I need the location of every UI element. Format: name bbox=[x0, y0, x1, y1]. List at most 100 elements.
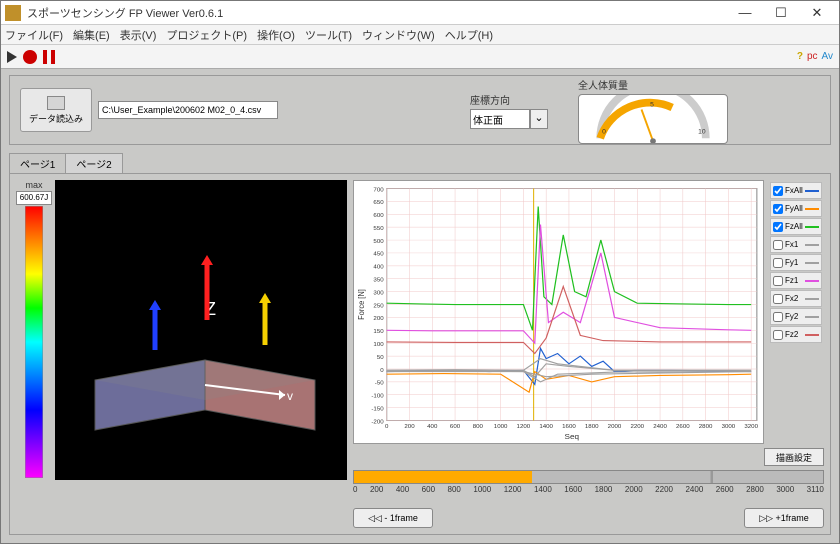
mass-gauge: 0510 bbox=[578, 94, 728, 144]
load-data-button[interactable]: データ読込み bbox=[20, 88, 92, 132]
svg-text:1200: 1200 bbox=[517, 424, 531, 430]
svg-text:2600: 2600 bbox=[676, 424, 690, 430]
svg-text:150: 150 bbox=[373, 329, 384, 335]
menu-file[interactable]: ファイル(F) bbox=[5, 27, 63, 43]
top-panel: データ読込み 座標方向 体正面 ⌄ 全人体質量 0510 bbox=[9, 75, 831, 145]
menu-operate[interactable]: 操作(O) bbox=[257, 27, 295, 43]
colorbar-max-label: max bbox=[25, 180, 42, 190]
svg-text:700: 700 bbox=[373, 187, 384, 193]
window-title: スポーツセンシング FP Viewer Ver0.6.1 bbox=[27, 5, 727, 21]
legend-item-fx1[interactable]: Fx1 bbox=[770, 236, 822, 253]
legend-checkbox[interactable] bbox=[773, 204, 783, 214]
svg-text:100: 100 bbox=[373, 342, 384, 348]
tab-page2[interactable]: ページ2 bbox=[65, 153, 122, 173]
direction-dropdown-button[interactable]: ⌄ bbox=[530, 109, 548, 129]
viewport-3d[interactable]: Zv bbox=[55, 180, 347, 480]
timeline-tick: 800 bbox=[448, 485, 461, 494]
timeline-tick: 600 bbox=[422, 485, 435, 494]
force-chart[interactable]: -200-150-100-500501001502002503003504004… bbox=[353, 180, 764, 444]
legend-checkbox[interactable] bbox=[773, 258, 783, 268]
gauge-group: 全人体質量 0510 bbox=[578, 77, 728, 144]
timeline-tick: 1400 bbox=[534, 485, 552, 494]
colorbar bbox=[25, 206, 43, 478]
content-area: データ読込み 座標方向 体正面 ⌄ 全人体質量 0510 ページ1 ページ2 bbox=[1, 69, 839, 543]
svg-text:500: 500 bbox=[373, 239, 384, 245]
timeline-track[interactable] bbox=[353, 470, 824, 484]
app-icon bbox=[5, 5, 21, 21]
svg-text:v: v bbox=[287, 389, 293, 403]
svg-text:50: 50 bbox=[377, 355, 385, 361]
legend-item-fzall[interactable]: FzAll bbox=[770, 218, 822, 235]
legend-item-fz2[interactable]: Fz2 bbox=[770, 326, 822, 343]
menu-window[interactable]: ウィンドウ(W) bbox=[362, 27, 435, 43]
svg-text:-50: -50 bbox=[375, 381, 385, 387]
file-path-input[interactable] bbox=[98, 101, 278, 119]
timeline-tick: 200 bbox=[370, 485, 383, 494]
pc-badge[interactable]: pc bbox=[807, 51, 818, 62]
menu-tools[interactable]: ツール(T) bbox=[305, 27, 352, 43]
legend-checkbox[interactable] bbox=[773, 312, 783, 322]
legend-checkbox[interactable] bbox=[773, 222, 783, 232]
svg-text:-100: -100 bbox=[371, 394, 384, 400]
svg-text:400: 400 bbox=[373, 265, 384, 271]
legend-swatch bbox=[805, 334, 819, 336]
legend-checkbox[interactable] bbox=[773, 330, 783, 340]
maximize-button[interactable]: ☐ bbox=[763, 2, 799, 24]
legend-checkbox[interactable] bbox=[773, 186, 783, 196]
chart-settings-button[interactable]: 描画設定 bbox=[764, 448, 824, 466]
step-back-button[interactable]: ◁◁ - 1frame bbox=[353, 508, 433, 528]
minimize-button[interactable]: — bbox=[727, 2, 763, 24]
help-icon[interactable]: ? bbox=[797, 51, 803, 62]
titlebar: スポーツセンシング FP Viewer Ver0.6.1 — ☐ ✕ bbox=[1, 1, 839, 25]
svg-text:350: 350 bbox=[373, 278, 384, 284]
step-forward-button[interactable]: ▷▷ +1frame bbox=[744, 508, 824, 528]
menu-edit[interactable]: 編集(E) bbox=[73, 27, 110, 43]
menu-help[interactable]: ヘルプ(H) bbox=[445, 27, 493, 43]
record-icon[interactable] bbox=[23, 50, 37, 64]
legend-item-fy1[interactable]: Fy1 bbox=[770, 254, 822, 271]
timeline-tick: 3110 bbox=[807, 485, 824, 494]
menu-project[interactable]: プロジェクト(P) bbox=[166, 27, 247, 43]
tab-bar: ページ1 ページ2 bbox=[9, 151, 831, 173]
close-button[interactable]: ✕ bbox=[799, 2, 835, 24]
svg-text:-150: -150 bbox=[371, 407, 384, 413]
timeline-tick: 2400 bbox=[685, 485, 703, 494]
menu-view[interactable]: 表示(V) bbox=[120, 27, 157, 43]
legend-swatch bbox=[805, 226, 819, 228]
tab-page1[interactable]: ページ1 bbox=[9, 153, 66, 173]
svg-text:Seq: Seq bbox=[565, 433, 580, 442]
legend-swatch bbox=[805, 280, 819, 282]
svg-text:0: 0 bbox=[602, 128, 606, 135]
timeline-tick: 2000 bbox=[625, 485, 643, 494]
legend-item-fy2[interactable]: Fy2 bbox=[770, 308, 822, 325]
legend-item-fxall[interactable]: FxAll bbox=[770, 182, 822, 199]
legend-item-fx2[interactable]: Fx2 bbox=[770, 290, 822, 307]
legend-label: Fz2 bbox=[785, 330, 803, 339]
load-data-label: データ読込み bbox=[29, 112, 83, 125]
svg-text:600: 600 bbox=[373, 213, 384, 219]
svg-text:1800: 1800 bbox=[585, 424, 599, 430]
pause-icon[interactable] bbox=[43, 50, 55, 64]
legend-checkbox[interactable] bbox=[773, 276, 783, 286]
legend-checkbox[interactable] bbox=[773, 294, 783, 304]
svg-text:1000: 1000 bbox=[494, 424, 508, 430]
timeline: 0200400600800100012001400160018002000220… bbox=[353, 470, 824, 502]
timeline-tick: 1200 bbox=[504, 485, 522, 494]
main-area: max 600.67J Zv -200-150-100-500501001502… bbox=[9, 173, 831, 535]
svg-text:10: 10 bbox=[698, 128, 706, 135]
legend-item-fz1[interactable]: Fz1 bbox=[770, 272, 822, 289]
chart-row: -200-150-100-500501001502002503003504004… bbox=[353, 180, 824, 444]
av-badge[interactable]: Av bbox=[822, 51, 834, 62]
legend-label: FxAll bbox=[785, 186, 803, 195]
legend-checkbox[interactable] bbox=[773, 240, 783, 250]
timeline-tick: 2600 bbox=[716, 485, 734, 494]
timeline-tick: 2800 bbox=[746, 485, 764, 494]
svg-text:0: 0 bbox=[385, 424, 389, 430]
legend-item-fyall[interactable]: FyAll bbox=[770, 200, 822, 217]
svg-text:2200: 2200 bbox=[630, 424, 644, 430]
step-buttons: ◁◁ - 1frame ▷▷ +1frame bbox=[353, 508, 824, 528]
colorbar-panel: max 600.67J bbox=[16, 180, 52, 528]
svg-text:550: 550 bbox=[373, 226, 384, 232]
svg-text:3200: 3200 bbox=[744, 424, 758, 430]
play-icon[interactable] bbox=[7, 51, 17, 63]
